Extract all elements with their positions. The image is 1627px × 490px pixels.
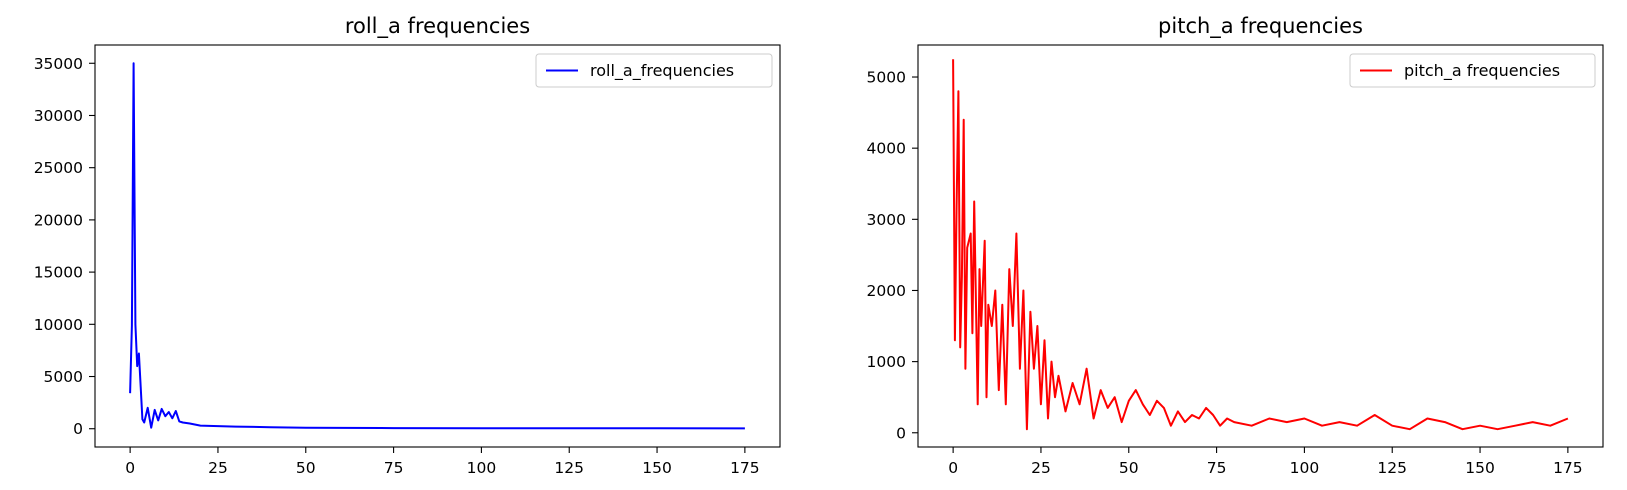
x-tick-label: 150 xyxy=(642,459,672,477)
x-tick-label: 25 xyxy=(1031,459,1051,477)
x-tick-label: 50 xyxy=(1119,459,1139,477)
legend-frame xyxy=(1349,53,1596,88)
y-tick-label: 0 xyxy=(896,424,906,442)
y-tick-label: 0 xyxy=(73,420,83,438)
legend-entry: pitch_a frequencies xyxy=(1404,61,1560,81)
x-tick-label: 150 xyxy=(1465,459,1495,477)
plot-frame xyxy=(917,44,1604,448)
y-tick-label: 35000 xyxy=(34,55,83,73)
x-tick-label: 75 xyxy=(384,459,404,477)
chart-title: roll_a frequencies xyxy=(345,14,530,39)
x-tick-label: 175 xyxy=(1553,459,1583,477)
legend: roll_a_frequencies xyxy=(535,53,773,88)
y-tick-label: 5000 xyxy=(44,368,83,386)
x-tick-label: 50 xyxy=(296,459,316,477)
x-tick-label: 175 xyxy=(730,459,760,477)
x-tick-label: 25 xyxy=(208,459,228,477)
series-line-roll-a-frequencies xyxy=(129,62,745,430)
legend-entry: roll_a_frequencies xyxy=(590,61,734,81)
y-tick-label: 20000 xyxy=(34,211,83,229)
x-tick-label: 125 xyxy=(1377,459,1407,477)
x-tick-label: 0 xyxy=(125,459,135,477)
y-tick-label: 25000 xyxy=(34,159,83,177)
plot-frame xyxy=(94,44,781,448)
y-tick-label: 10000 xyxy=(34,316,83,334)
y-tick-label: 2000 xyxy=(867,282,906,300)
x-tick-label: 100 xyxy=(1290,459,1320,477)
chart-title: pitch_a frequencies xyxy=(1158,14,1363,39)
y-tick-label: 3000 xyxy=(867,211,906,229)
x-tick-label: 125 xyxy=(554,459,584,477)
x-tick-label: 75 xyxy=(1207,459,1227,477)
y-tick-label: 1000 xyxy=(867,353,906,371)
y-tick-label: 30000 xyxy=(34,107,83,125)
x-tick-label: 0 xyxy=(948,459,958,477)
pitch-a-frequencies-chart: pitch_a frequencies 0 25 50 75 100 125 150 175 0 1… xyxy=(867,14,1604,477)
roll-a-frequencies-chart: roll_a frequencies 0 25 50 75 100 125 150 175 0 50… xyxy=(34,14,781,477)
x-tick-label: 100 xyxy=(467,459,497,477)
y-tick-label: 5000 xyxy=(867,69,906,87)
y-tick-label: 15000 xyxy=(34,264,83,282)
series-line-pitch-a-frequencies xyxy=(952,59,1569,431)
y-tick-label: 4000 xyxy=(867,140,906,158)
legend: pitch_a frequencies xyxy=(1349,53,1596,88)
legend-frame xyxy=(535,53,773,88)
